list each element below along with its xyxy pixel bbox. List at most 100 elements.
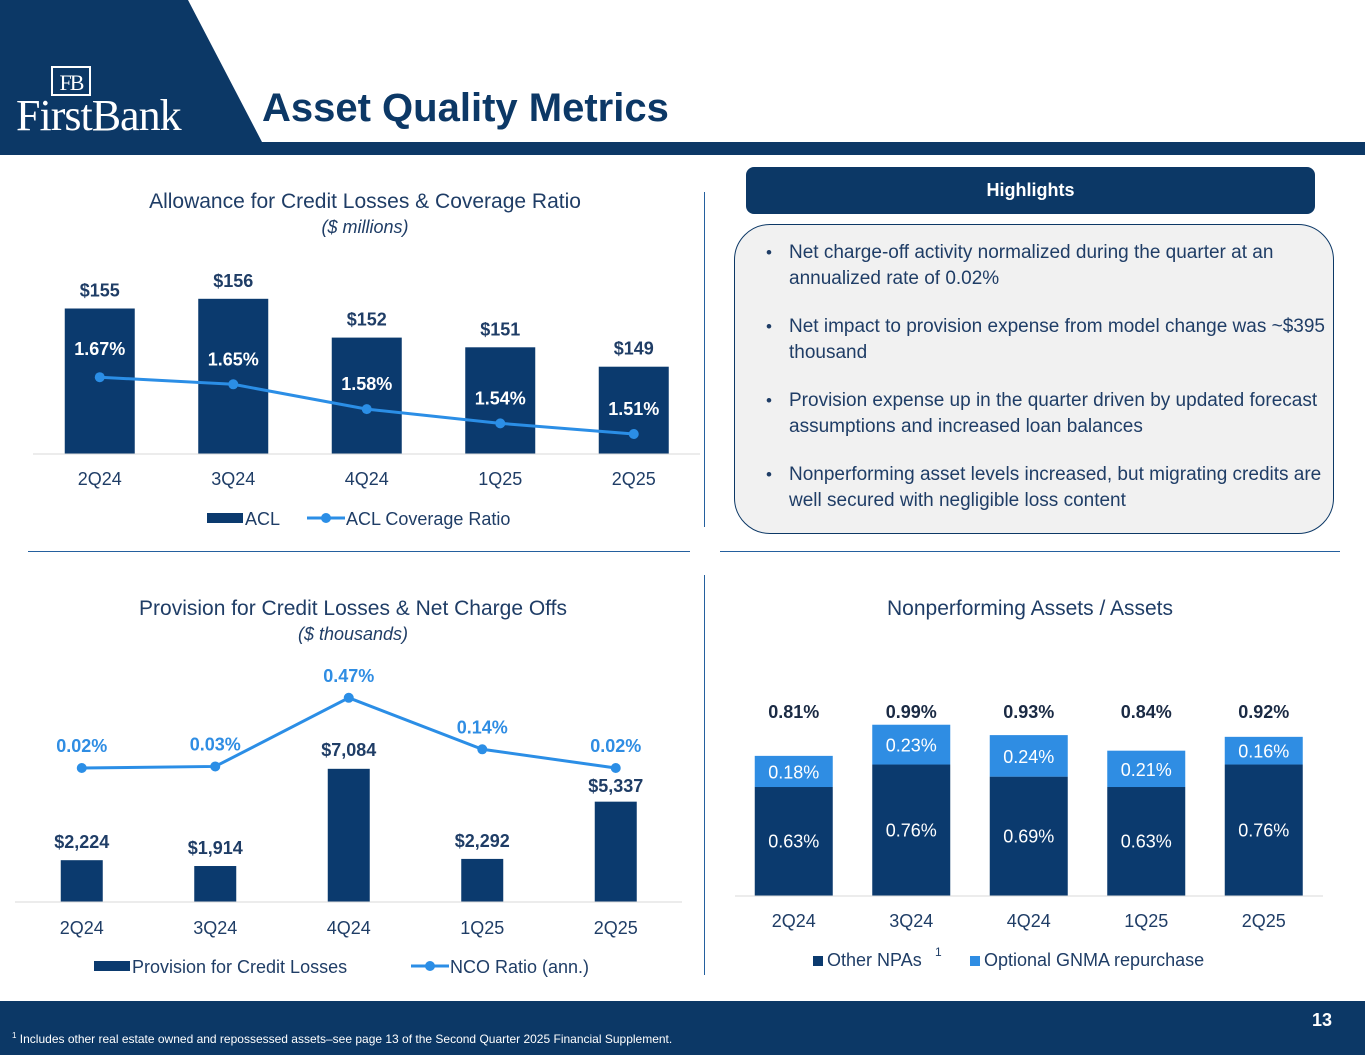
nco-ratio-point xyxy=(610,763,621,773)
npa-category-label: 4Q24 xyxy=(1007,911,1051,931)
legend-nco-label: NCO Ratio (ann.) xyxy=(450,957,589,977)
acl-chart-subtitle: ($ millions) xyxy=(321,217,409,237)
legend-coverage-label: ACL Coverage Ratio xyxy=(346,509,510,529)
provision-category-label: 2Q24 xyxy=(60,918,104,938)
npa-chart: 0.63% 0.18% 0.81% 2Q24 0.76% 0.23% 0.99% 3Q24 0.… xyxy=(735,702,1323,970)
legend-provision-swatch xyxy=(94,961,130,971)
highlight-text: Nonperforming asset levels increased, bu… xyxy=(789,464,1322,511)
npa-gnma-label: 0.21% xyxy=(1121,760,1172,780)
acl-ratio-label: 1.58% xyxy=(341,374,392,394)
legend-other-superscript: 1 xyxy=(935,945,942,959)
npa-category-label: 3Q24 xyxy=(889,911,933,931)
npa-gnma-label: 0.24% xyxy=(1003,747,1054,767)
nco-ratio-point xyxy=(477,744,488,755)
npa-gnma-label: 0.18% xyxy=(768,762,819,782)
provision-bar xyxy=(594,801,637,902)
highlights-box xyxy=(734,224,1334,534)
legend-provision-label: Provision for Credit Losses xyxy=(132,957,347,977)
provision-bar-label: $2,224 xyxy=(54,832,109,852)
acl-bar-label: $152 xyxy=(347,310,387,330)
provision-bar-label: $5,337 xyxy=(588,776,643,796)
nco-ratio-label: 0.02% xyxy=(56,736,107,756)
npa-gnma-bar xyxy=(754,755,833,788)
page-title: Asset Quality Metrics xyxy=(262,86,669,130)
npa-other-label: 0.69% xyxy=(1003,826,1054,846)
acl-category-label: 2Q24 xyxy=(78,469,122,489)
acl-bar xyxy=(465,347,536,454)
legend-gnma-label: Optional GNMA repurchase xyxy=(984,950,1204,970)
acl-bar-label: $155 xyxy=(80,281,120,301)
nco-ratio-point xyxy=(76,763,87,773)
npa-other-label: 0.76% xyxy=(886,820,937,840)
divider-top-vertical xyxy=(704,192,705,527)
header-band xyxy=(0,0,1365,155)
acl-ratio-point xyxy=(495,418,506,429)
npa-total-label: 0.93% xyxy=(1003,702,1054,722)
npa-category-label: 2Q25 xyxy=(1242,911,1286,931)
npa-gnma-bar xyxy=(1224,736,1303,765)
npa-other-bar xyxy=(989,776,1068,896)
acl-bar-label: $156 xyxy=(213,271,253,291)
provision-category-label: 4Q24 xyxy=(327,918,371,938)
legend-other-swatch xyxy=(813,956,823,966)
acl-ratio-point xyxy=(94,372,105,383)
npa-gnma-label: 0.16% xyxy=(1238,742,1289,762)
provision-chart: $2,224 2Q24 $1,914 3Q24 $7,084 4Q24 $2,292 1Q25… xyxy=(15,666,682,977)
acl-ratio-label: 1.54% xyxy=(475,388,526,408)
provision-bar xyxy=(327,768,370,902)
footer-band xyxy=(0,1001,1365,1055)
legend-nco-marker xyxy=(425,961,435,971)
acl-category-label: 1Q25 xyxy=(478,469,522,489)
provision-bar-label: $2,292 xyxy=(455,831,510,851)
highlights-heading: Highlights xyxy=(746,167,1315,214)
nco-ratio-label: 0.14% xyxy=(457,717,508,737)
bullet-icon: • xyxy=(766,317,772,336)
acl-ratio-label: 1.65% xyxy=(208,349,259,369)
npa-gnma-bar xyxy=(872,724,951,765)
acl-ratio-label: 1.67% xyxy=(74,339,125,359)
acl-bar xyxy=(198,298,269,454)
npa-gnma-bar xyxy=(989,735,1068,777)
nco-ratio-label: 0.02% xyxy=(590,736,641,756)
divider-left-horizontal xyxy=(28,551,690,552)
provision-category-label: 2Q25 xyxy=(594,918,638,938)
npa-chart-title: Nonperforming Assets / Assets xyxy=(887,597,1173,620)
page-number: 13 xyxy=(1311,1010,1332,1030)
legend-acl-swatch xyxy=(207,513,243,523)
npa-category-label: 1Q25 xyxy=(1124,911,1168,931)
acl-ratio-point xyxy=(228,379,239,390)
divider-bottom-vertical xyxy=(704,575,705,975)
acl-ratio-point xyxy=(361,404,372,415)
bullet-icon: • xyxy=(766,465,772,484)
highlight-text: Net charge-off activity normalized durin… xyxy=(789,242,1274,289)
highlight-text: Net impact to provision expense from mod… xyxy=(789,316,1325,363)
acl-category-label: 2Q25 xyxy=(612,469,656,489)
npa-other-label: 0.76% xyxy=(1238,820,1289,840)
npa-gnma-label: 0.23% xyxy=(886,736,937,756)
npa-total-label: 0.81% xyxy=(768,702,819,722)
footnote-marker: 1 xyxy=(12,1031,17,1040)
legend-coverage-marker xyxy=(321,513,331,523)
legend-acl-label: ACL xyxy=(245,509,280,529)
footnote: 1 Includes other real estate owned and r… xyxy=(12,1031,672,1046)
provision-category-label: 3Q24 xyxy=(193,918,237,938)
npa-total-label: 0.99% xyxy=(886,702,937,722)
acl-category-label: 4Q24 xyxy=(345,469,389,489)
npa-total-label: 0.92% xyxy=(1238,702,1289,722)
highlight-item: • Provision expense up in the quarter dri… xyxy=(766,388,1326,440)
npa-total-label: 0.84% xyxy=(1121,702,1172,722)
acl-chart-title: Allowance for Credit Losses & Coverage R… xyxy=(149,190,581,213)
acl-bar-label: $149 xyxy=(614,339,654,359)
nco-ratio-label: 0.47% xyxy=(323,666,374,686)
legend-gnma-swatch xyxy=(970,956,980,966)
nco-ratio-point xyxy=(210,761,221,772)
legend-other-label: Other NPAs xyxy=(827,950,922,970)
provision-category-label: 1Q25 xyxy=(460,918,504,938)
bullet-icon: • xyxy=(766,243,772,262)
highlight-item: • Net impact to provision expense from mo… xyxy=(766,314,1326,366)
provision-chart-subtitle: ($ thousands) xyxy=(297,624,409,644)
npa-other-bar xyxy=(1107,787,1186,896)
acl-ratio-label: 1.51% xyxy=(608,399,659,419)
acl-bar-label: $151 xyxy=(480,319,520,339)
npa-category-label: 2Q24 xyxy=(772,911,816,931)
